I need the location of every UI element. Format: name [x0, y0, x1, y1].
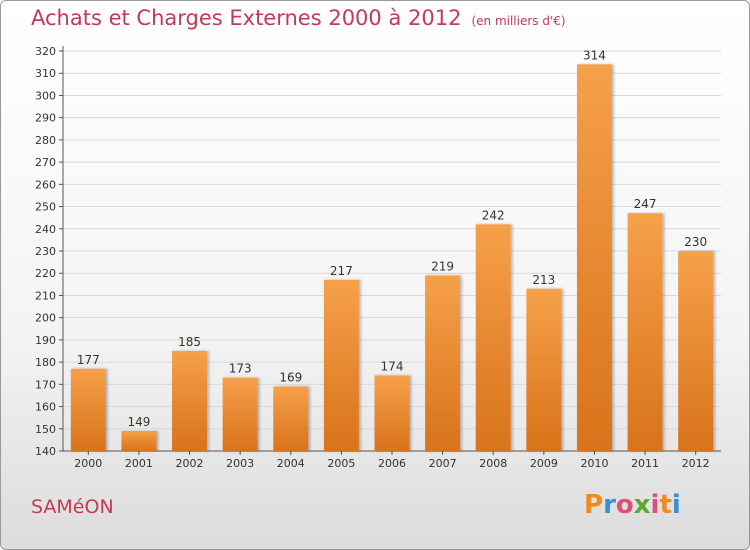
y-tick-label: 200: [35, 312, 56, 325]
y-tick-label: 170: [35, 378, 56, 391]
y-tick-label: 140: [35, 445, 56, 458]
axis-layer: 140 150 160 170 180 190 200 210 220 230 240 250 260 2…: [35, 45, 721, 470]
y-tick-label: 150: [35, 423, 56, 436]
bar-layer: [70, 64, 714, 452]
y-tick-label: 190: [35, 334, 56, 347]
value-label-2007: 219: [431, 259, 454, 273]
x-tick-label-2011: 2011: [631, 457, 659, 470]
chart-subtitle: (en milliers d'€): [471, 14, 566, 28]
value-label-2000: 177: [77, 353, 100, 367]
y-tick-label: 320: [35, 45, 56, 58]
value-label-2002: 185: [178, 335, 201, 349]
brand-letter: P: [584, 490, 604, 520]
bar-2003: [222, 377, 258, 451]
y-tick-label: 260: [35, 178, 56, 191]
brand-letter: i: [650, 490, 660, 520]
x-tick-label-2002: 2002: [176, 457, 204, 470]
y-tick-label: 210: [35, 289, 56, 302]
bar-2005: [323, 279, 359, 451]
value-label-2008: 242: [482, 208, 505, 222]
value-label-2004: 169: [279, 371, 302, 385]
x-tick-label-2010: 2010: [580, 457, 608, 470]
brand-logo[interactable]: Proxiti: [584, 490, 681, 520]
bar-2011: [627, 213, 663, 451]
bar-2010: [576, 64, 612, 452]
x-tick-label-2000: 2000: [74, 457, 102, 470]
y-tick-label: 250: [35, 201, 56, 214]
chart-title-text: Achats et Charges Externes 2000 à 2012: [31, 6, 462, 30]
x-tick-label-2004: 2004: [277, 457, 305, 470]
value-label-2010: 314: [583, 48, 606, 62]
y-tick-label: 180: [35, 356, 56, 369]
city-name: SAMéON: [31, 496, 114, 518]
y-tick-label: 240: [35, 223, 56, 236]
bar-2008: [475, 224, 511, 451]
x-tick-label-2009: 2009: [530, 457, 558, 470]
x-tick-label-2007: 2007: [429, 457, 457, 470]
brand-letter: x: [633, 490, 651, 520]
bar-2009: [526, 288, 562, 451]
bar-2002: [172, 351, 208, 451]
brand-letter: i: [671, 490, 681, 520]
value-label-2009: 213: [532, 273, 555, 287]
y-tick-label: 310: [35, 67, 56, 80]
x-tick-label-2003: 2003: [226, 457, 254, 470]
value-label-2006: 174: [381, 359, 404, 373]
bar-2006: [374, 375, 410, 451]
bar-2001: [121, 431, 157, 451]
x-tick-label-2001: 2001: [125, 457, 153, 470]
x-tick-label-2006: 2006: [378, 457, 406, 470]
bar-2004: [273, 386, 309, 451]
y-tick-label: 220: [35, 267, 56, 280]
label-layer: 177 149 185 173 169 217 174 219 242 213 314 247 230: [77, 48, 707, 429]
value-label-2005: 217: [330, 264, 353, 278]
bar-2007: [425, 275, 461, 451]
x-tick-label-2012: 2012: [682, 457, 710, 470]
y-tick-label: 230: [35, 245, 56, 258]
y-tick-label: 300: [35, 89, 56, 102]
brand-letter: o: [615, 490, 634, 520]
y-tick-label: 160: [35, 401, 56, 414]
value-label-2001: 149: [127, 415, 150, 429]
chart-title: Achats et Charges Externes 2000 à 2012 (e…: [31, 6, 566, 30]
x-tick-label-2005: 2005: [327, 457, 355, 470]
x-tick-label-2008: 2008: [479, 457, 507, 470]
value-label-2003: 173: [229, 362, 252, 376]
y-tick-label: 280: [35, 134, 56, 147]
value-label-2011: 247: [634, 197, 657, 211]
brand-letter: t: [659, 490, 672, 520]
brand-letter: r: [603, 490, 616, 520]
value-label-2012: 230: [684, 235, 707, 249]
bar-2012: [678, 251, 714, 451]
y-tick-label: 270: [35, 156, 56, 169]
bar-2000: [70, 368, 106, 451]
y-tick-label: 290: [35, 112, 56, 125]
